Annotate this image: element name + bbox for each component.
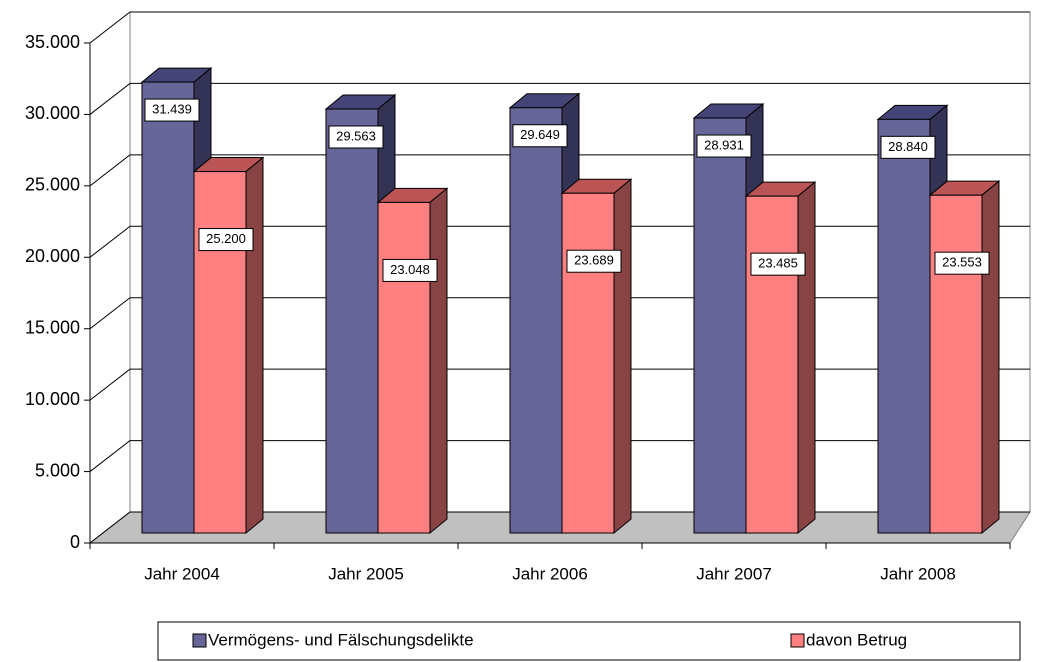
bar	[141, 81, 195, 534]
bar-side	[797, 181, 816, 535]
value-label: 23.485	[758, 256, 798, 271]
value-label-box	[328, 125, 384, 149]
bar	[193, 171, 247, 534]
x-tick-label: Jahr 2008	[880, 564, 956, 583]
bar	[509, 107, 563, 534]
y-tick-label: 20.000	[25, 246, 80, 266]
value-label: 29.649	[520, 127, 560, 142]
y-tick-label: 5.000	[35, 460, 80, 480]
x-tick-label: Jahr 2007	[696, 564, 772, 583]
bar	[325, 108, 379, 534]
y-tick-label: 35.000	[25, 32, 80, 52]
grid-side	[89, 297, 131, 330]
grid-side	[89, 11, 131, 44]
value-label: 23.048	[390, 262, 430, 277]
bar-side	[429, 187, 448, 535]
y-tick-label: 30.000	[25, 103, 80, 123]
legend-label: davon Betrug	[806, 630, 907, 649]
bar	[745, 195, 799, 534]
grid-side	[89, 83, 131, 115]
bar-side	[981, 180, 1000, 535]
bar-side	[245, 156, 264, 535]
value-label: 31.439	[152, 102, 192, 117]
value-label-box	[512, 124, 568, 148]
value-label-box	[880, 135, 936, 159]
x-tick-label: Jahr 2005	[328, 564, 404, 583]
value-label: 23.689	[574, 253, 614, 268]
bar	[929, 194, 983, 534]
x-tick-label: Jahr 2004	[144, 564, 220, 583]
y-tick-label: 25.000	[25, 175, 80, 195]
value-label-box	[566, 249, 622, 273]
value-label-box	[750, 252, 806, 276]
x-tick-label: Jahr 2006	[512, 564, 588, 583]
y-tick-label: 15.000	[25, 317, 80, 337]
value-label-box	[382, 258, 438, 282]
value-label-box	[144, 98, 200, 122]
grid-side	[89, 225, 131, 258]
value-label: 28.931	[704, 137, 744, 152]
value-label-box	[696, 134, 752, 158]
legend	[157, 621, 1021, 661]
legend-swatch	[790, 633, 805, 648]
grid-side	[89, 440, 131, 472]
grid-side	[89, 511, 131, 544]
grid-side	[89, 154, 131, 187]
value-label: 23.553	[942, 255, 982, 270]
value-label-box	[934, 251, 990, 275]
bar	[877, 118, 931, 534]
legend-label: Vermögens- und Fälschungsdelikte	[208, 630, 474, 649]
legend-swatch	[192, 633, 207, 648]
grid-side	[89, 368, 131, 401]
y-tick-label: 0	[70, 532, 80, 552]
value-label: 29.563	[336, 128, 376, 143]
bar	[693, 117, 747, 534]
value-label-box	[198, 228, 254, 252]
bar	[377, 201, 431, 534]
value-label: 28.840	[888, 139, 928, 154]
bar-side	[613, 178, 632, 535]
bar	[561, 192, 615, 534]
value-label: 25.200	[206, 231, 246, 246]
y-tick-label: 10.000	[25, 389, 80, 409]
